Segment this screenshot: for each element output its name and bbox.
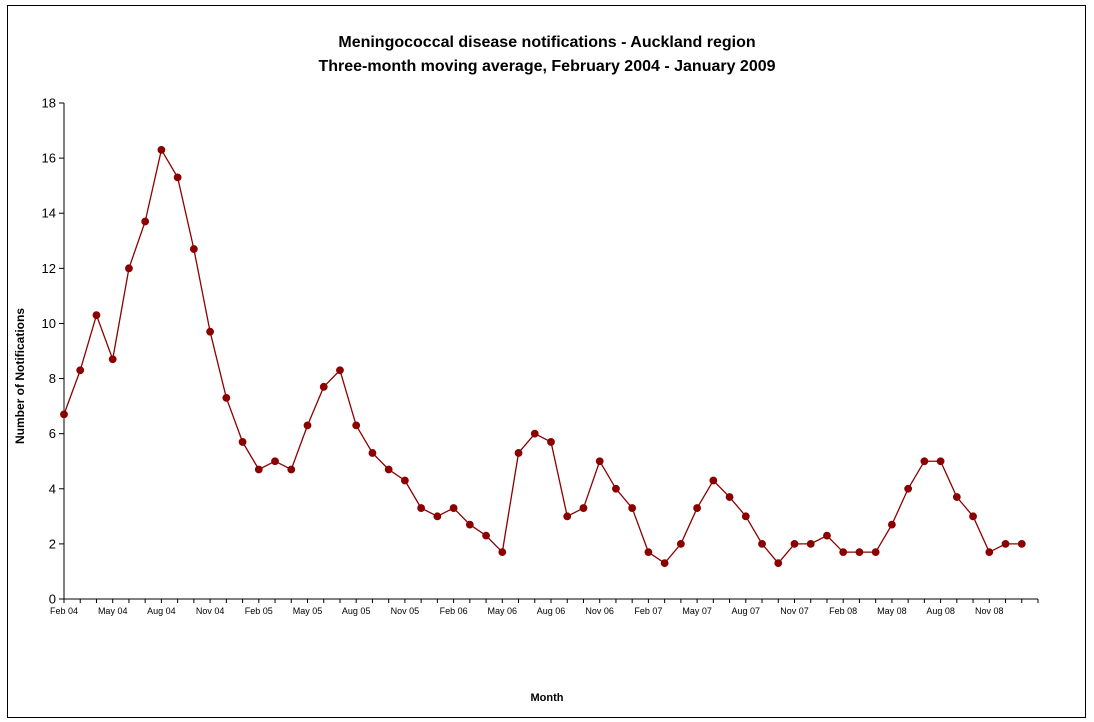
data-point: [709, 476, 718, 485]
x-tick-label: May 06: [488, 606, 518, 616]
data-point: [384, 465, 393, 474]
x-tick-label: May 05: [293, 606, 323, 616]
data-point: [108, 355, 117, 364]
x-tick-label: Aug 04: [147, 606, 176, 616]
x-tick-label: Feb 06: [440, 606, 468, 616]
x-tick-label: Nov 06: [585, 606, 614, 616]
data-point: [774, 559, 783, 568]
y-tick-label: 2: [49, 536, 56, 551]
data-point: [1017, 539, 1026, 548]
data-point: [969, 512, 977, 521]
data-point: [368, 449, 377, 457]
data-point: [417, 504, 426, 512]
chart-subtitle: Three-month moving average, February 200…: [318, 58, 776, 75]
data-point: [871, 548, 880, 557]
data-point: [173, 173, 182, 182]
data-point: [449, 504, 458, 512]
y-tick-label: 10: [42, 316, 56, 331]
data-point: [238, 438, 247, 446]
data-point: [595, 457, 604, 466]
data-point: [287, 465, 296, 474]
data-point: [823, 531, 831, 540]
data-point: [530, 429, 539, 438]
data-point: [985, 548, 994, 557]
y-tick-label: 0: [49, 592, 56, 607]
x-tick-label: Nov 07: [780, 606, 809, 616]
data-point: [254, 465, 263, 474]
data-point: [758, 539, 766, 548]
x-tick-label: May 07: [682, 606, 712, 616]
data-point: [920, 457, 929, 466]
data-point: [693, 504, 701, 512]
data-point: [222, 393, 231, 402]
x-tick-label: Feb 05: [245, 606, 273, 616]
chart-title-block: Meningococcal disease notifications - Au…: [0, 31, 1094, 79]
data-point: [465, 520, 474, 529]
x-tick-label: Aug 05: [342, 606, 371, 616]
x-tick-label: Nov 04: [196, 606, 225, 616]
y-tick-label: 16: [42, 151, 56, 166]
x-tick-label: Aug 07: [732, 606, 761, 616]
y-tick-label: 6: [49, 426, 56, 441]
x-tick-label: Feb 07: [634, 606, 662, 616]
data-point: [60, 410, 68, 419]
data-point: [563, 512, 572, 521]
data-point: [498, 548, 507, 557]
data-point: [271, 457, 279, 466]
data-point: [336, 366, 344, 375]
x-tick-label: Aug 08: [926, 606, 955, 616]
data-point: [628, 504, 637, 512]
data-point: [352, 421, 361, 430]
data-point: [855, 548, 864, 557]
data-point: [514, 449, 523, 457]
data-point: [547, 438, 555, 446]
data-point: [319, 382, 328, 391]
data-point: [433, 512, 442, 521]
x-tick-label: Feb 04: [50, 606, 78, 616]
data-point: [1001, 539, 1010, 548]
x-tick-label: May 04: [98, 606, 128, 616]
y-tick-label: 14: [42, 206, 56, 221]
y-axis-label: Number of Notifications: [13, 307, 27, 445]
data-point: [612, 484, 620, 493]
data-point: [806, 539, 815, 548]
y-tick-label: 4: [49, 481, 56, 496]
data-point: [725, 493, 734, 501]
data-point: [660, 559, 669, 568]
data-point: [125, 264, 133, 273]
y-tick-label: 8: [49, 371, 56, 386]
data-point: [401, 476, 409, 485]
data-point: [888, 520, 896, 529]
series-line: [63, 148, 1022, 565]
x-tick-label: Nov 05: [391, 606, 420, 616]
x-tick-label: Feb 08: [829, 606, 857, 616]
chart-title: Meningococcal disease notifications - Au…: [338, 34, 756, 51]
data-point: [839, 548, 848, 557]
data-point: [189, 245, 198, 253]
data-point: [904, 484, 913, 493]
data-point: [92, 311, 101, 320]
data-point: [936, 457, 945, 466]
x-tick-label: May 08: [877, 606, 907, 616]
data-point: [676, 539, 685, 548]
data-point: [644, 548, 653, 557]
y-tick-label: 12: [42, 261, 56, 276]
x-axis-label: Month: [530, 692, 564, 704]
data-point: [952, 493, 961, 501]
data-point: [482, 531, 490, 540]
x-tick-label: Nov 08: [975, 606, 1004, 616]
data-point: [790, 539, 799, 548]
data-point: [741, 512, 750, 521]
data-point: [579, 504, 588, 512]
data-point: [206, 327, 215, 336]
x-tick-label: Aug 06: [537, 606, 566, 616]
data-point: [303, 421, 312, 430]
data-point: [141, 217, 150, 226]
y-tick-label: 18: [42, 96, 56, 111]
data-point: [76, 366, 85, 375]
data-point: [157, 145, 166, 154]
